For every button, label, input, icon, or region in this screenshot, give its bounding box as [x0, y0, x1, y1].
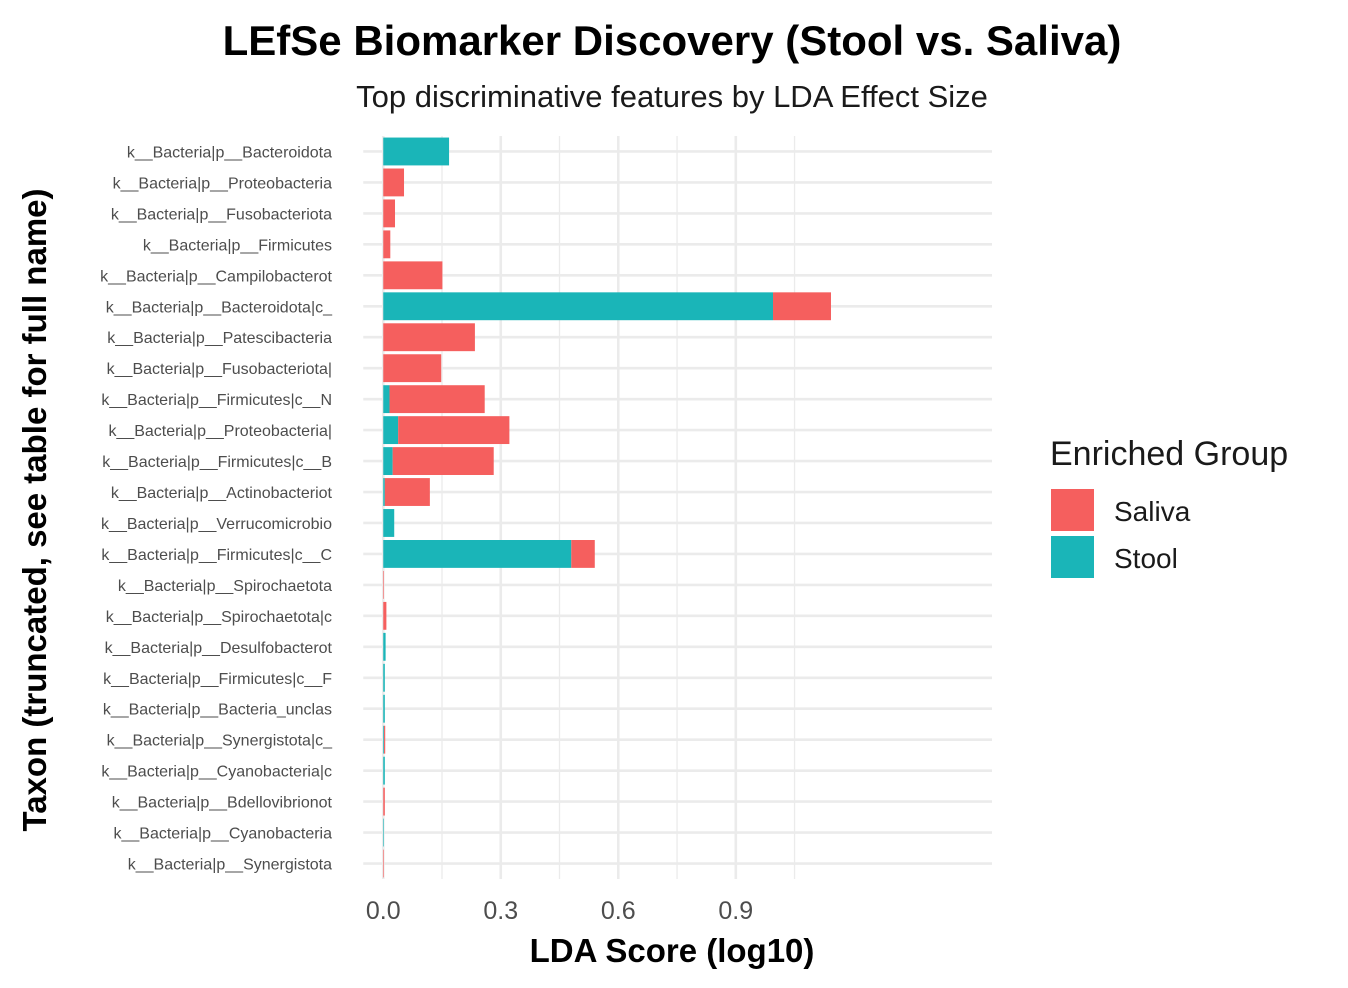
bar-saliva: [383, 168, 405, 197]
x-tick-label: 0.3: [483, 897, 518, 925]
bar-stool: [383, 292, 774, 321]
legend-swatch-stool: [1051, 536, 1094, 578]
bar-stool: [383, 478, 385, 506]
legend: Enriched Group Saliva Stool: [1050, 435, 1288, 578]
bars-layer: [383, 137, 831, 878]
y-tick-label: k__Bacteria|p__Fusobacteriota: [111, 206, 332, 223]
y-tick-label: k__Bacteria|p__Verrucomicrobio: [101, 516, 332, 533]
bar-saliva: [384, 725, 386, 754]
x-tick-labels: 0.0 0.3 0.6 0.9: [366, 897, 753, 925]
y-tick-label: k__Bacteria|p__Patescibacteria: [107, 330, 332, 347]
y-tick-label: k__Bacteria|p__Bdellovibrionot: [112, 795, 333, 812]
y-tick-label: k__Bacteria|p__Campilobacterot: [100, 268, 332, 285]
bar-stool: [383, 509, 395, 537]
bar-stool: [383, 416, 399, 445]
bar-stool: [383, 756, 385, 785]
bar-saliva: [389, 385, 485, 414]
y-tick-label: k__Bacteria|p__Synergistota: [128, 857, 332, 874]
y-tick-label: k__Bacteria|p__Proteobacteria: [113, 175, 333, 192]
y-tick-label: k__Bacteria|p__Bacteria_unclas: [103, 702, 332, 719]
bar-stool: [383, 663, 385, 692]
y-tick-label: k__Bacteria|p__Proteobacteria|: [108, 423, 332, 440]
y-tick-label: k__Bacteria|p__Firmicutes|c__B: [102, 454, 332, 471]
y-tick-label: k__Bacteria|p__Desulfobacterot: [105, 640, 333, 657]
y-tick-label: k__Bacteria|p__Bacteroidota: [127, 144, 332, 161]
bar-saliva: [384, 478, 430, 506]
chart-subtitle: Top discriminative features by LDA Effec…: [356, 79, 988, 114]
bar-saliva: [571, 540, 595, 568]
bar-stool: [383, 540, 572, 568]
y-tick-label: k__Bacteria|p__Cyanobacteria|c: [101, 764, 332, 781]
legend-label-stool: Stool: [1114, 543, 1178, 574]
bar-stool: [383, 632, 386, 661]
y-tick-label: k__Bacteria|p__Bacteroidota|c_: [106, 299, 333, 316]
bar-saliva: [383, 261, 443, 290]
y-tick-label: k__Bacteria|p__Firmicutes|c__F: [103, 671, 332, 688]
bar-saliva: [383, 230, 391, 259]
bar-stool: [383, 694, 385, 723]
bar-saliva: [773, 292, 831, 321]
bar-saliva: [383, 601, 387, 630]
y-axis-label: Taxon (truncated, see table for full nam…: [16, 188, 53, 831]
x-tick-label: 0.9: [718, 897, 753, 925]
bar-stool: [383, 385, 390, 414]
x-tick-label: 0.6: [601, 897, 636, 925]
bar-stool: [383, 725, 385, 754]
y-tick-label: k__Bacteria|p__Firmicutes|c__C: [101, 547, 332, 564]
bar-saliva: [383, 570, 384, 599]
y-tick-label: k__Bacteria|p__Firmicutes|c__N: [101, 392, 332, 409]
x-tick-label: 0.0: [366, 897, 401, 925]
bar-stool: [383, 818, 384, 847]
y-tick-label: k__Bacteria|p__Fusobacteriota|: [107, 361, 332, 378]
legend-swatch-saliva: [1051, 489, 1094, 531]
y-tick-label: k__Bacteria|p__Spirochaetota: [118, 578, 332, 595]
legend-label-saliva: Saliva: [1114, 496, 1191, 527]
y-tick-label: k__Bacteria|p__Cyanobacteria: [113, 826, 332, 843]
y-tick-label: k__Bacteria|p__Firmicutes: [143, 237, 332, 254]
grid-lines: [363, 136, 992, 879]
y-tick-labels: k__Bacteria|p__Bacteroidota k__Bacteria|p…: [100, 144, 333, 873]
chart-title: LEfSe Biomarker Discovery (Stool vs. Sal…: [223, 17, 1122, 64]
legend-title: Enriched Group: [1050, 435, 1288, 473]
bar-stool: [383, 447, 393, 475]
bar-saliva: [383, 787, 385, 816]
y-tick-label: k__Bacteria|p__Synergistota|c_: [107, 733, 333, 750]
y-tick-label: k__Bacteria|p__Spirochaetota|c: [106, 609, 332, 626]
bar-saliva: [383, 354, 442, 383]
x-axis-label: LDA Score (log10): [530, 932, 815, 969]
bar-saliva: [383, 323, 475, 352]
bar-saliva: [392, 447, 494, 475]
bar-saliva: [383, 849, 384, 878]
bar-saliva: [383, 199, 396, 228]
y-tick-label: k__Bacteria|p__Actinobacteriot: [111, 485, 333, 502]
bar-stool: [383, 137, 450, 166]
bar-saliva: [398, 416, 510, 445]
